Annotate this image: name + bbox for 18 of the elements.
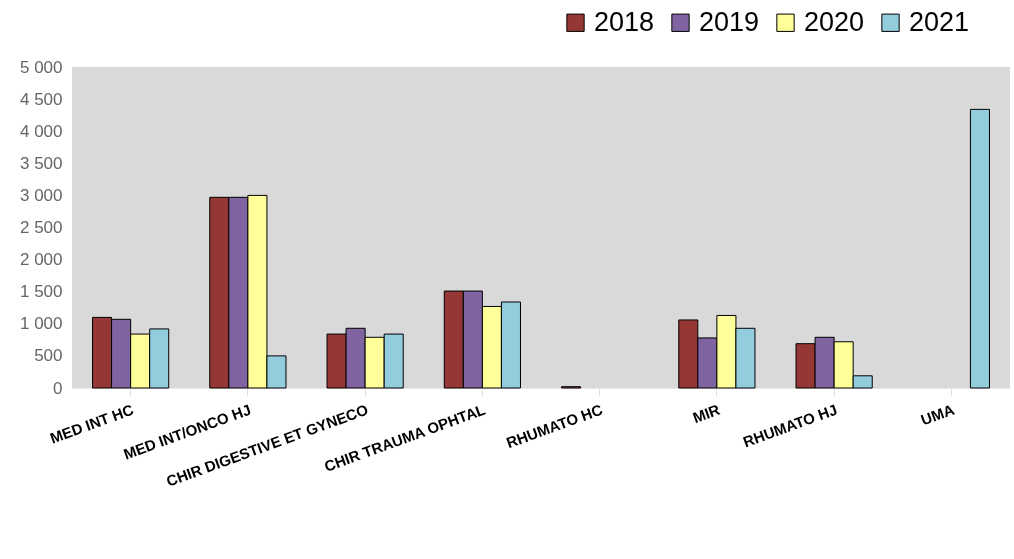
y-tick-label: 1 000 — [19, 314, 63, 334]
y-tick-label: 4 000 — [19, 121, 63, 141]
y-tick-label: 4 500 — [19, 89, 63, 109]
y-tick-label: 3 000 — [19, 185, 63, 205]
legend-label: 2019 — [699, 6, 760, 37]
x-tick-label: MIR — [690, 400, 723, 426]
y-tick-label: 2 000 — [19, 250, 63, 270]
y-tick-label: 2 500 — [19, 218, 63, 237]
legend-label: 2018 — [594, 6, 655, 37]
y-tick-label: 500 — [34, 346, 63, 366]
y-tick-label: 0 — [53, 378, 63, 398]
x-tick-label: UMA — [918, 400, 957, 429]
y-tick-label: 1 500 — [19, 282, 63, 302]
legend-label: 2020 — [804, 6, 865, 37]
y-tick-label: 3 500 — [19, 153, 63, 173]
y-tick-label: 5 000 — [19, 57, 63, 77]
bar — [969, 108, 990, 389]
legend-label: 2021 — [909, 6, 970, 37]
